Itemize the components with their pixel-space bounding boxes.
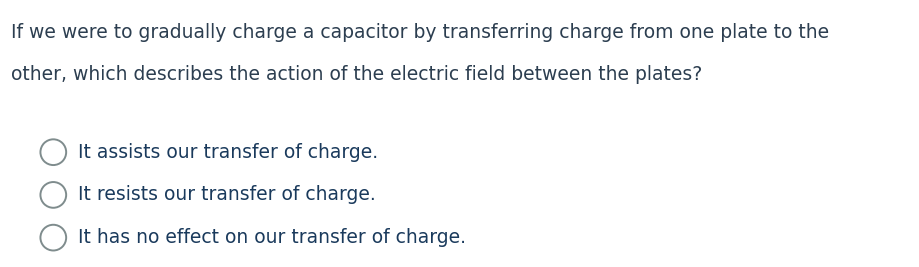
Text: It assists our transfer of charge.: It assists our transfer of charge. (78, 143, 379, 162)
Text: It has no effect on our transfer of charge.: It has no effect on our transfer of char… (78, 228, 466, 247)
Text: If we were to gradually charge a capacitor by transferring charge from one plate: If we were to gradually charge a capacit… (11, 22, 829, 42)
Text: other, which describes the action of the electric field between the plates?: other, which describes the action of the… (11, 65, 702, 84)
Text: It resists our transfer of charge.: It resists our transfer of charge. (78, 185, 376, 205)
